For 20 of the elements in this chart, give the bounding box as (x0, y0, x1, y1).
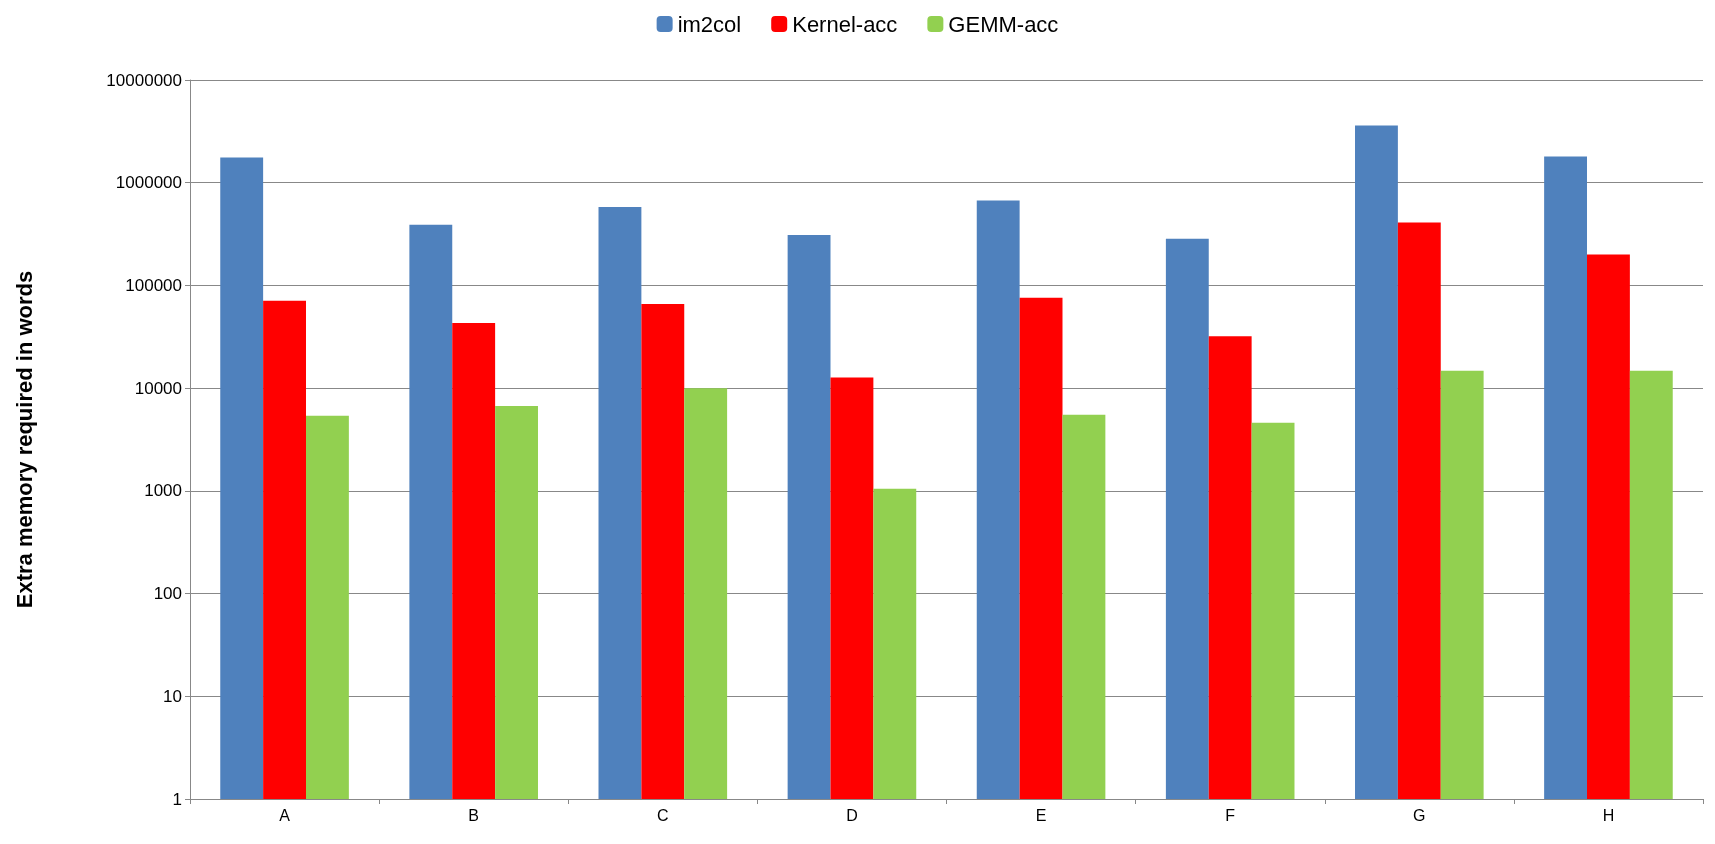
legend-label: im2col (677, 11, 742, 37)
y-tick-label: 100 (153, 584, 182, 604)
x-tick-label: F (1225, 806, 1236, 824)
legend-label: Kernel-acc (792, 11, 898, 37)
x-tick-label: E (1035, 806, 1047, 824)
x-tick-label: C (657, 806, 669, 824)
y-tick-label: 1000 (144, 481, 182, 501)
legend-label: GEMM-acc (948, 11, 1059, 37)
y-tick-label: 1 (172, 789, 182, 809)
y-tick-label: 100000 (125, 275, 182, 295)
x-tick-label: G (1413, 806, 1426, 824)
y-tick-label: 10000 (134, 378, 182, 398)
y-tick-label: 10000000 (106, 70, 182, 90)
y-tick-label: 1000000 (115, 173, 182, 193)
x-tick-label: H (1602, 806, 1615, 824)
y-tick-label: 10 (163, 686, 182, 706)
x-tick-label: A (279, 806, 291, 824)
x-tick-label: D (846, 806, 858, 824)
x-tick-label: B (468, 806, 480, 824)
y-axis-title: Extra memory required in words (11, 270, 37, 609)
